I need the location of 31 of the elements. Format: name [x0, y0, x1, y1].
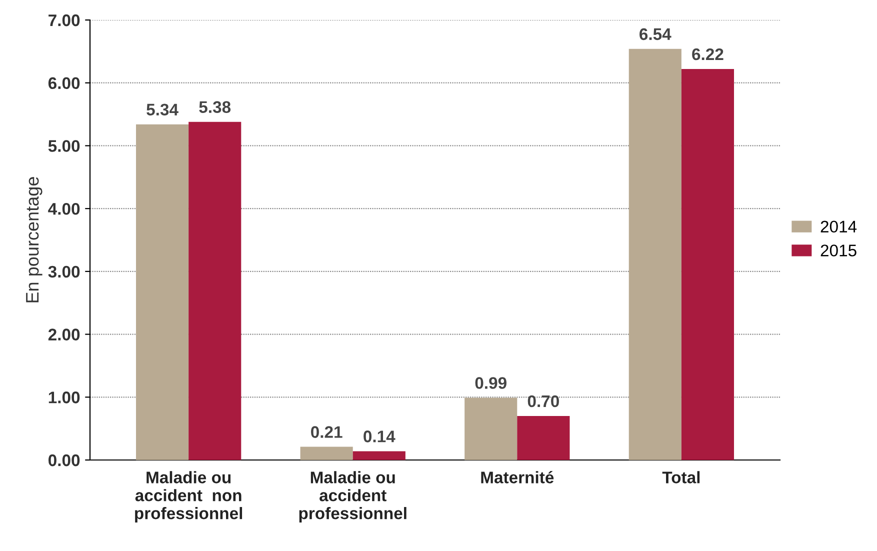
y-tick-label: 2.00 — [48, 328, 80, 340]
data-label: 5.34 — [146, 104, 178, 116]
y-tick-label: 0.00 — [48, 454, 80, 466]
y-tick-label: 3.00 — [48, 266, 80, 278]
bar — [681, 69, 734, 460]
y-axis-title: En pourcentage — [26, 177, 42, 302]
y-tick-label: 6.00 — [48, 77, 80, 90]
y-tick-label: 7.00 — [48, 14, 80, 26]
y-tick-label: 5.00 — [48, 140, 80, 152]
bar — [188, 122, 242, 460]
bar — [352, 451, 406, 460]
data-label: 6.54 — [640, 28, 672, 40]
data-label: 5.38 — [199, 101, 231, 113]
data-label: 0.70 — [528, 395, 559, 408]
data-label: 0.99 — [475, 377, 506, 389]
bar — [464, 398, 518, 460]
bar — [517, 416, 570, 460]
data-label: 0.21 — [311, 426, 342, 438]
x-tick-label: Total — [662, 471, 700, 484]
bar — [136, 124, 189, 460]
bar — [628, 48, 682, 460]
bar — [300, 446, 353, 460]
x-tick-label: Maladie ou accident non professionnel — [135, 471, 242, 523]
x-tick-label: Maternité — [481, 470, 554, 484]
legend-label: 2014 — [820, 220, 857, 233]
legend-label: 2015 — [820, 244, 856, 256]
y-tick-label: 4.00 — [48, 202, 80, 215]
data-label: 6.22 — [692, 48, 724, 60]
x-tick-label: Maladie ou accident professionnel — [299, 471, 406, 523]
data-label: 0.14 — [364, 430, 396, 442]
y-tick-label: 1.00 — [48, 392, 80, 404]
